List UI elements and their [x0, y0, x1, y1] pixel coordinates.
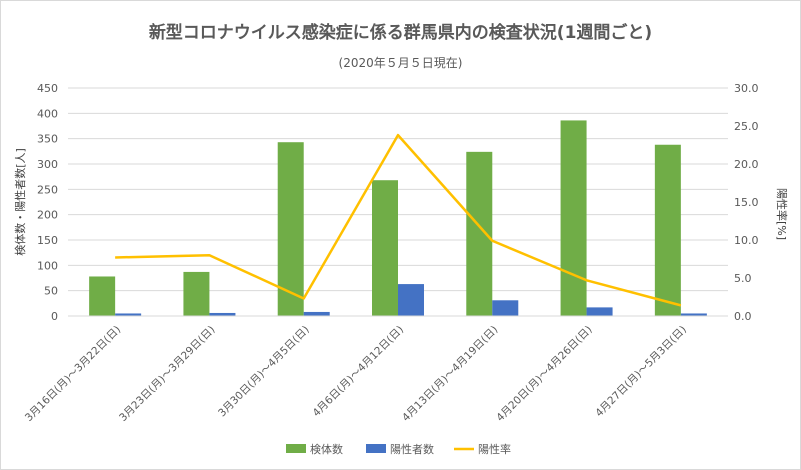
- y2-tick-label: 15.0: [734, 196, 759, 209]
- bar-陽性者数: [586, 307, 613, 316]
- legend-swatch-陽性者数: [366, 444, 386, 453]
- bar-検体数: [372, 180, 398, 316]
- x-tick-label: 3月16日(月)～3月22日(日): [23, 324, 123, 424]
- y-tick-label: 300: [37, 158, 58, 171]
- bar-陽性者数: [492, 300, 519, 316]
- y-axis-title: 検体数・陽性者数[人]: [13, 148, 27, 256]
- bar-陽性者数: [398, 284, 424, 316]
- legend-swatch-検体数: [286, 444, 306, 453]
- bar-陽性者数: [680, 313, 707, 316]
- y-tick-label: 200: [37, 209, 58, 222]
- y2-tick-label: 0.0: [734, 310, 752, 323]
- y-tick-label: 0: [51, 310, 58, 323]
- legend-label-陽性率: 陽性率: [478, 442, 511, 456]
- y-tick-label: 250: [37, 183, 58, 196]
- chart-subtitle: (2020年５月５日現在): [338, 56, 463, 70]
- bar-陽性者数: [209, 312, 236, 316]
- y-tick-label: 150: [37, 234, 58, 247]
- legend-label-検体数: 検体数: [310, 442, 343, 456]
- x-tick-label: 4月6日(月)～4月12日(日): [310, 324, 406, 420]
- y-tick-label: 100: [37, 259, 58, 272]
- y2-tick-label: 20.0: [734, 158, 759, 171]
- x-tick-label: 4月27日(月)～5月3日(日): [593, 324, 689, 420]
- y2-tick-label: 25.0: [734, 120, 759, 133]
- x-tick-label: 4月20日(月)～4月26日(日): [494, 324, 594, 424]
- y2-tick-label: 30.0: [734, 82, 759, 95]
- bar-検体数: [466, 151, 493, 316]
- bar-検体数: [183, 271, 210, 316]
- y2-tick-label: 5.0: [734, 272, 752, 285]
- bar-検体数: [560, 120, 587, 316]
- x-tick-label: 4月13日(月)～4月19日(日): [400, 324, 500, 424]
- bar-陽性者数: [115, 313, 142, 316]
- y2-tick-label: 10.0: [734, 234, 759, 247]
- bar-陽性者数: [303, 311, 330, 316]
- y2-axis-title: 陽性率[%]: [775, 188, 789, 240]
- y-tick-label: 400: [37, 107, 58, 120]
- bar-検体数: [89, 276, 116, 316]
- y-tick-label: 450: [37, 82, 58, 95]
- chart-title: 新型コロナウイルス感染症に係る群馬県内の検査状況(1週間ごと): [148, 23, 653, 43]
- y-tick-label: 350: [37, 133, 58, 146]
- y-tick-label: 50: [44, 285, 58, 298]
- x-tick-label: 3月30日(月)～4月5日(日): [216, 324, 312, 420]
- bar-検体数: [277, 142, 304, 316]
- bar-検体数: [654, 144, 681, 316]
- x-tick-label: 3月23日(月)～3月29日(日): [117, 324, 217, 424]
- legend-label-陽性者数: 陽性者数: [390, 442, 434, 456]
